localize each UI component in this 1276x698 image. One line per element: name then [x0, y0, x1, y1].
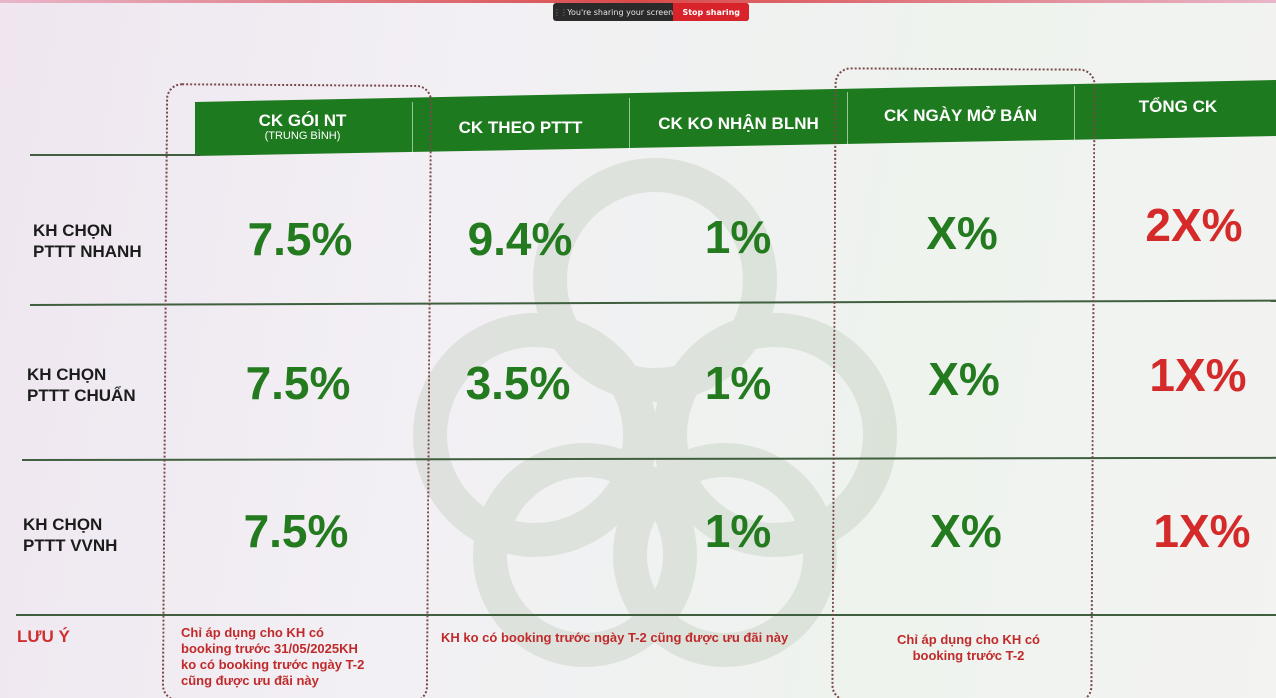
note-line: booking trước T-2 [912, 648, 1025, 663]
header-separator [1074, 86, 1075, 140]
note-line: Chỉ áp dụng cho KH có [181, 625, 324, 640]
row-label-line: PTTT CHUẨN [27, 386, 136, 405]
note-goi-nt: Chỉ áp dụng cho KH có booking trước 31/0… [181, 625, 364, 689]
value-goi-nt: 7.5% [245, 357, 351, 409]
value-tong-ck: 2X% [1145, 199, 1243, 251]
value-theo-pttt: 9.4% [467, 213, 573, 265]
row-label-line: PTTT VVNH [23, 536, 118, 555]
row-label-line: KH CHỌN [27, 365, 107, 384]
note-line: cũng được ưu đãi này [181, 673, 319, 688]
value-tong-ck: 1X% [1149, 349, 1247, 401]
value-ko-nhan-blnh: 1% [704, 505, 772, 557]
value-ngay-mo-ban: X% [926, 207, 998, 259]
screen-top-accent [0, 0, 1276, 3]
row-label-pttt-nhanh: KH CHỌN PTTT NHANH [33, 220, 142, 262]
header-sublabel: (TRUNG BÌNH) [264, 130, 341, 142]
header-ck-theo-pttt: CK THEO PTTT [458, 118, 583, 137]
header-label: CK GÓI NT [258, 111, 347, 130]
drag-handle-icon[interactable]: ⋮⋮ [553, 7, 568, 17]
stop-sharing-button[interactable]: Stop sharing [673, 3, 749, 21]
row-divider [30, 154, 200, 156]
value-theo-pttt: 3.5% [465, 357, 571, 409]
value-tong-ck: 1X% [1153, 505, 1251, 557]
header-separator [629, 98, 630, 152]
note-theo-pttt: KH ko có booking trước ngày T-2 cũng đượ… [441, 630, 789, 645]
value-ko-nhan-blnh: 1% [704, 357, 772, 409]
row-divider [16, 614, 1276, 616]
value-goi-nt: 7.5% [243, 505, 349, 557]
row-label-line: KH CHỌN [23, 515, 103, 534]
value-ngay-mo-ban: X% [928, 353, 1000, 405]
note-line: booking trước 31/05/2025KH [181, 641, 358, 656]
value-goi-nt: 7.5% [247, 213, 353, 265]
header-ck-ngay-mo-ban: CK NGÀY MỞ BÁN [883, 106, 1038, 125]
row-label-line: KH CHỌN [33, 221, 113, 240]
note-ngay-mo-ban: Chỉ áp dụng cho KH có booking trước T-2 [856, 632, 1081, 664]
screen-share-bar: ⋮⋮ You're sharing your screen Stop shari… [553, 3, 749, 21]
row-label-pttt-vvnh: KH CHỌN PTTT VVNH [23, 514, 117, 556]
header-ck-goi-nt: CK GÓI NT (TRUNG BÌNH) [200, 111, 405, 143]
sharing-status-text: You're sharing your screen [567, 7, 674, 17]
row-label-pttt-chuan: KH CHỌN PTTT CHUẨN [27, 364, 136, 406]
value-ngay-mo-ban: X% [930, 505, 1002, 557]
note-line: ko có booking trước ngày T-2 [181, 657, 365, 672]
note-line: Chỉ áp dụng cho KH có [897, 632, 1040, 647]
header-tong-ck: TỔNG CK [1138, 97, 1218, 116]
notes-title: LƯU Ý [17, 627, 70, 646]
header-ck-ko-nhan-blnh: CK KO NHẬN BLNH [658, 114, 819, 133]
row-label-line: PTTT NHANH [33, 242, 142, 261]
value-ko-nhan-blnh: 1% [704, 211, 772, 263]
header-separator [847, 92, 848, 146]
header-separator [412, 102, 413, 155]
